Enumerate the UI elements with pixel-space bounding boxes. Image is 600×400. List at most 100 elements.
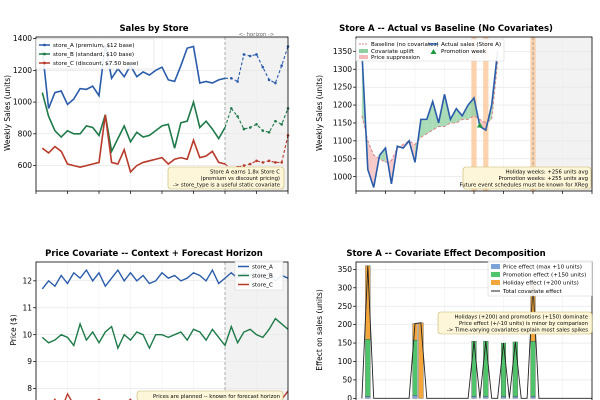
forecast-point bbox=[261, 161, 265, 164]
series-lines bbox=[358, 47, 499, 188]
y-tick-label: 11 bbox=[22, 303, 32, 312]
legend-item: Total covariate effect bbox=[502, 289, 563, 295]
legend-item: Covariate uplift bbox=[371, 49, 415, 55]
y-tick-label: 1400 bbox=[13, 34, 32, 43]
annotation-line: -> store_type is a useful static covaria… bbox=[173, 183, 280, 189]
forecast-point bbox=[242, 127, 246, 131]
forecast-point bbox=[280, 123, 284, 126]
uplift-area bbox=[426, 101, 433, 134]
price-effect-bar bbox=[365, 396, 371, 399]
y-tick-label: 300 bbox=[338, 283, 353, 292]
promo-band bbox=[483, 37, 489, 191]
annotation-line: Prices are planned -- known for forecast… bbox=[153, 394, 280, 400]
y-tick-label: 1100 bbox=[333, 136, 352, 145]
forecast-point bbox=[255, 53, 258, 56]
y-axis-label: Effect on sales (units) bbox=[315, 289, 324, 371]
forecast-line bbox=[225, 46, 289, 84]
legend-item: store_B bbox=[252, 274, 273, 280]
legend: store_A (premium, $12 base) store_B (sta… bbox=[35, 38, 155, 70]
y-tick-label: 1000 bbox=[13, 98, 32, 107]
legend-item: Promotion week bbox=[441, 49, 487, 55]
annotation-box: Store A earns 1.8x Store C (premium vs d… bbox=[167, 166, 285, 190]
panel-price-covariate: Price Covariate -- Context + Forecast Ho… bbox=[9, 249, 289, 400]
y-ticks: 0 50 100 150 200 250 300 350 bbox=[338, 265, 356, 400]
forecast-point bbox=[242, 164, 246, 167]
forecast-point bbox=[261, 129, 265, 132]
holiday-effect-bar bbox=[418, 322, 424, 399]
annotation-line: Price effect (+/-10 units) is minor by c… bbox=[459, 321, 588, 327]
annotation-box: Prices are planned -- known for forecast… bbox=[136, 390, 284, 400]
horizon-shade bbox=[533, 37, 592, 191]
axes-frame bbox=[355, 36, 593, 192]
annotation-line: Holiday weeks: +256 units avg bbox=[506, 170, 588, 176]
legend-item: store_A (premium, $12 base) bbox=[53, 43, 134, 49]
price-line bbox=[41, 317, 289, 351]
legend-item: store_C bbox=[252, 283, 273, 289]
series-line bbox=[41, 114, 226, 174]
y-axis-label: Weekly Sales (units) bbox=[315, 75, 324, 151]
actual-line bbox=[361, 51, 499, 188]
forecast-point bbox=[248, 162, 252, 166]
forecast-point bbox=[267, 159, 271, 163]
horizon-label: <- horizon -> bbox=[239, 32, 275, 38]
forecast-point bbox=[236, 115, 239, 118]
uplift-area bbox=[379, 148, 386, 163]
forecast-point bbox=[274, 81, 277, 85]
uplift-area bbox=[420, 119, 427, 138]
forecast-point bbox=[255, 159, 258, 163]
baseline-line bbox=[361, 62, 499, 163]
forecast-point bbox=[267, 130, 271, 134]
panel-title: Store A -- Covariate Effect Decompositio… bbox=[346, 249, 545, 259]
y-tick-label: 100 bbox=[338, 357, 353, 366]
forecast-point bbox=[230, 76, 233, 80]
panel-store-a-actual-vs-baseline: Store A -- Actual vs Baseline (No Covari… bbox=[315, 24, 593, 194]
y-tick-label: 1000 bbox=[333, 172, 352, 181]
forecast-point bbox=[261, 65, 265, 69]
forecast-point bbox=[280, 64, 284, 67]
annotation-box: Holiday weeks: +256 units avg Promotion … bbox=[459, 166, 592, 190]
axes-frame bbox=[35, 36, 289, 192]
promo-effect-bar bbox=[530, 341, 536, 397]
y-tick-label: 250 bbox=[338, 302, 353, 311]
y-axis-label: Price ($) bbox=[9, 314, 18, 345]
panel-title: Store A -- Actual vs Baseline (No Covari… bbox=[339, 24, 553, 34]
annotation-line: Future event schedules must be known for… bbox=[459, 183, 588, 189]
legend-item: Price suppression bbox=[371, 55, 420, 61]
legend-item: Promotion effect (+150 units) bbox=[503, 273, 586, 279]
forecast-point bbox=[236, 80, 239, 83]
axes-frame bbox=[35, 261, 289, 400]
y-ticks: 1000 1050 1100 1150 1200 1250 1300 1350 bbox=[333, 47, 593, 194]
annotation-line: Holidays (+200) and promotions (+150) do… bbox=[454, 315, 588, 321]
y-tick-label: 1050 bbox=[333, 154, 352, 163]
legend-item: store_A bbox=[252, 265, 273, 271]
y-tick-label: 9 bbox=[27, 357, 32, 366]
price-effect-bar bbox=[530, 396, 536, 399]
legend: Price effect (max +10 units) Promotion e… bbox=[487, 260, 593, 297]
legend-item: Baseline (no covariates) bbox=[371, 42, 439, 48]
panel-title: Price Covariate -- Context + Forecast Ho… bbox=[45, 249, 263, 259]
promo-effect-bar bbox=[512, 341, 518, 397]
series-line bbox=[41, 92, 226, 154]
legend-item: store_B (standard, $10 base) bbox=[53, 52, 134, 58]
forecast-point bbox=[280, 161, 284, 164]
legend-item: Actual sales (Store A) bbox=[441, 42, 501, 48]
y-tick-label: 8 bbox=[27, 384, 32, 393]
promo-effect-bar bbox=[483, 341, 489, 397]
y-tick-label: 1300 bbox=[333, 65, 352, 74]
y-axis-label: Weekly Sales (units) bbox=[3, 75, 12, 151]
promo-effect-bar bbox=[500, 342, 507, 397]
forecast-point bbox=[255, 123, 258, 126]
forecast-point bbox=[248, 126, 252, 129]
y-tick-label: 1250 bbox=[333, 83, 352, 92]
legend: Baseline (no covariates) Covariate uplif… bbox=[355, 38, 505, 62]
y-tick-label: 1200 bbox=[333, 101, 352, 110]
price-effect-bar bbox=[471, 396, 477, 399]
y-tick-label: 150 bbox=[338, 339, 353, 348]
y-tick-label: 0 bbox=[347, 394, 352, 400]
y-tick-label: 50 bbox=[342, 375, 352, 384]
suppression-area bbox=[367, 140, 374, 188]
annotation-line: Promotion weeks: +255 units avg bbox=[499, 176, 588, 182]
forecast-point bbox=[230, 107, 233, 110]
annotation-line: Store A earns 1.8x Store C bbox=[210, 170, 280, 176]
